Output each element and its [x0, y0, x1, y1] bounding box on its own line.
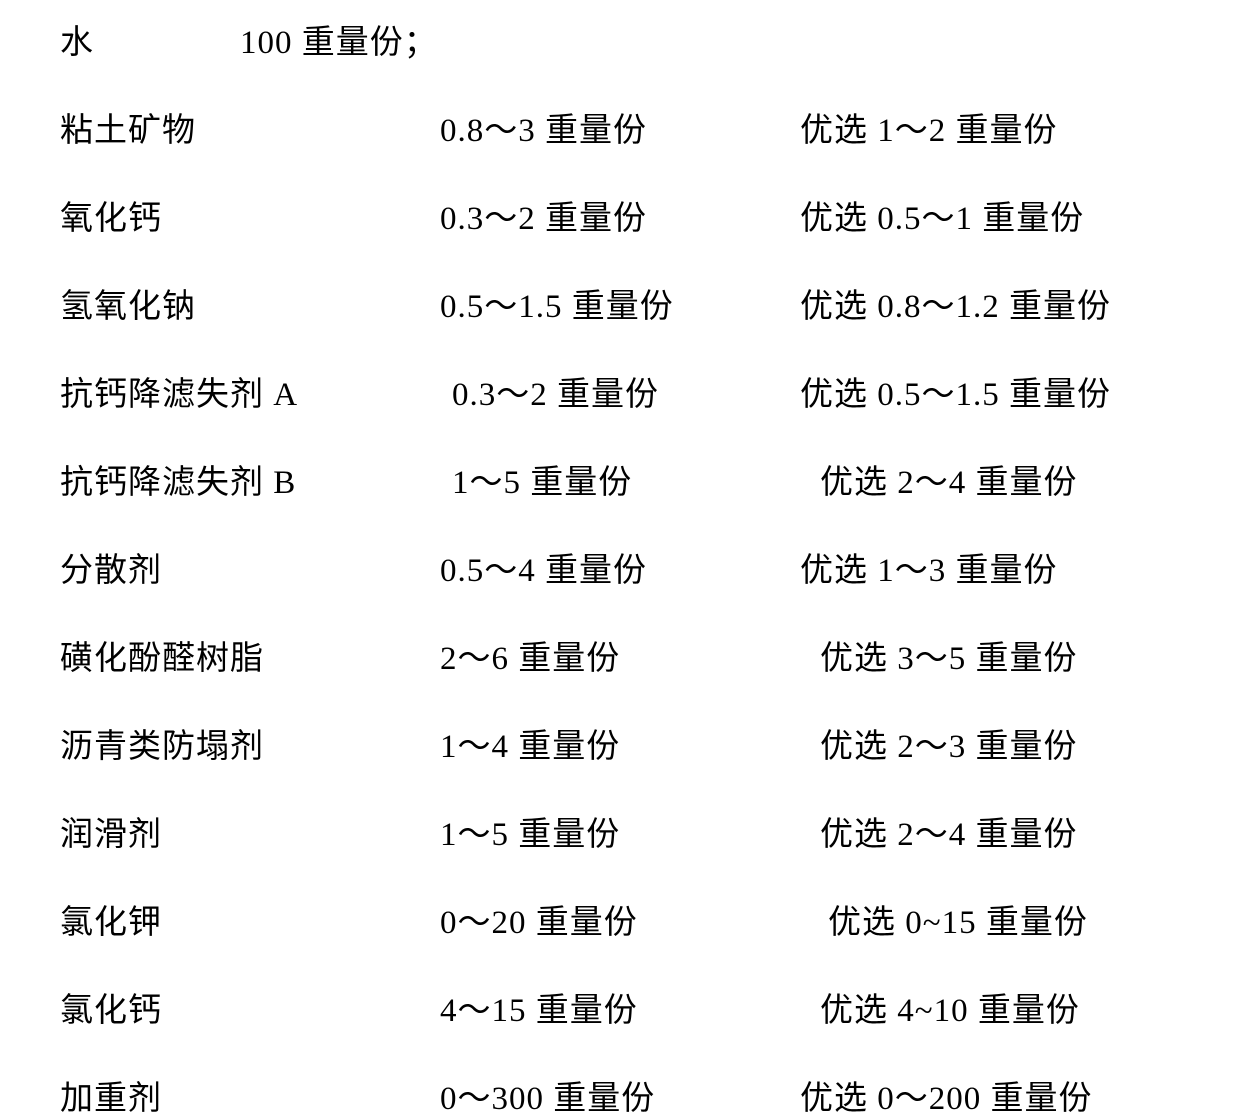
header-value: 100 重量份；	[240, 15, 438, 63]
composition-table: 粘土矿物0.8～3 重量份优选 1～2 重量份氧化钙0.3～2 重量份优选 0.…	[60, 103, 1180, 1119]
composition-row: 抗钙降滤失剂 B1～5 重量份优选 2～4 重量份	[60, 455, 1180, 503]
ingredient-range: 0.3～2 重量份	[440, 367, 800, 415]
composition-row: 抗钙降滤失剂 A0.3～2 重量份优选 0.5～1.5 重量份	[60, 367, 1180, 415]
ingredient-preferred: 优选 4~10 重量份	[800, 983, 1080, 1031]
composition-row: 润滑剂1～5 重量份优选 2～4 重量份	[60, 807, 1180, 855]
ingredient-preferred: 优选 0～200 重量份	[800, 1071, 1093, 1119]
ingredient-name: 氢氧化钠	[60, 279, 440, 327]
composition-row: 分散剂0.5～4 重量份优选 1～3 重量份	[60, 543, 1180, 591]
ingredient-range: 2～6 重量份	[440, 631, 800, 679]
ingredient-preferred: 优选 0.5～1 重量份	[800, 191, 1084, 239]
composition-row: 沥青类防塌剂1～4 重量份优选 2～3 重量份	[60, 719, 1180, 767]
ingredient-range: 4～15 重量份	[440, 983, 800, 1031]
composition-row: 氯化钙4～15 重量份优选 4~10 重量份	[60, 983, 1180, 1031]
ingredient-name: 氯化钙	[60, 983, 440, 1031]
composition-row: 氯化钾0～20 重量份优选 0~15 重量份	[60, 895, 1180, 943]
ingredient-name: 沥青类防塌剂	[60, 719, 440, 767]
ingredient-range: 1～4 重量份	[440, 719, 800, 767]
composition-row: 粘土矿物0.8～3 重量份优选 1～2 重量份	[60, 103, 1180, 151]
ingredient-range: 0.5～1.5 重量份	[440, 279, 800, 327]
ingredient-preferred: 优选 2～4 重量份	[800, 455, 1078, 503]
ingredient-name: 氯化钾	[60, 895, 440, 943]
header-label: 水	[60, 15, 240, 63]
composition-row: 加重剂0～300 重量份优选 0～200 重量份	[60, 1071, 1180, 1119]
ingredient-range: 1～5 重量份	[440, 807, 800, 855]
composition-row: 氢氧化钠0.5～1.5 重量份优选 0.8～1.2 重量份	[60, 279, 1180, 327]
ingredient-preferred: 优选 3～5 重量份	[800, 631, 1078, 679]
ingredient-range: 0～300 重量份	[440, 1071, 800, 1119]
ingredient-preferred: 优选 0~15 重量份	[800, 895, 1088, 943]
ingredient-preferred: 优选 1～2 重量份	[800, 103, 1058, 151]
ingredient-range: 0.8～3 重量份	[440, 103, 800, 151]
ingredient-name: 粘土矿物	[60, 103, 440, 151]
ingredient-range: 0.5～4 重量份	[440, 543, 800, 591]
ingredient-name: 润滑剂	[60, 807, 440, 855]
ingredient-preferred: 优选 2～4 重量份	[800, 807, 1078, 855]
ingredient-range: 1～5 重量份	[440, 455, 800, 503]
header-row: 水 100 重量份；	[60, 15, 1180, 63]
ingredient-name: 氧化钙	[60, 191, 440, 239]
composition-row: 氧化钙0.3～2 重量份优选 0.5～1 重量份	[60, 191, 1180, 239]
ingredient-name: 抗钙降滤失剂 A	[60, 367, 440, 415]
ingredient-preferred: 优选 1～3 重量份	[800, 543, 1058, 591]
ingredient-preferred: 优选 0.5～1.5 重量份	[800, 367, 1111, 415]
ingredient-preferred: 优选 0.8～1.2 重量份	[800, 279, 1111, 327]
ingredient-name: 抗钙降滤失剂 B	[60, 455, 440, 503]
ingredient-preferred: 优选 2～3 重量份	[800, 719, 1078, 767]
ingredient-name: 加重剂	[60, 1071, 440, 1119]
ingredient-name: 磺化酚醛树脂	[60, 631, 440, 679]
ingredient-range: 0.3～2 重量份	[440, 191, 800, 239]
composition-row: 磺化酚醛树脂2～6 重量份优选 3～5 重量份	[60, 631, 1180, 679]
ingredient-range: 0～20 重量份	[440, 895, 800, 943]
ingredient-name: 分散剂	[60, 543, 440, 591]
